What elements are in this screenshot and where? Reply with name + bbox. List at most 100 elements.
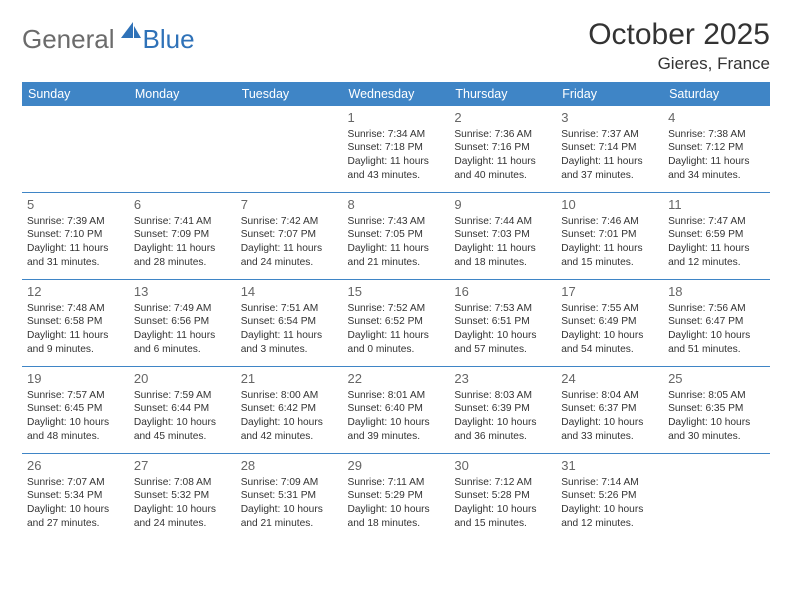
day-info: Sunrise: 7:34 AMSunset: 7:18 PMDaylight:… (348, 128, 445, 183)
calendar-day: 24Sunrise: 8:04 AMSunset: 6:37 PMDayligh… (556, 367, 663, 454)
day-number: 22 (348, 370, 445, 388)
calendar-day: 19Sunrise: 7:57 AMSunset: 6:45 PMDayligh… (22, 367, 129, 454)
day-number: 30 (454, 457, 551, 475)
day-info: Sunrise: 7:56 AMSunset: 6:47 PMDaylight:… (668, 302, 765, 357)
day-info: Sunrise: 7:43 AMSunset: 7:05 PMDaylight:… (348, 215, 445, 270)
day-number: 8 (348, 196, 445, 214)
day-number: 13 (134, 283, 231, 301)
calendar-week: 5Sunrise: 7:39 AMSunset: 7:10 PMDaylight… (22, 193, 770, 280)
calendar-day: 23Sunrise: 8:03 AMSunset: 6:39 PMDayligh… (449, 367, 556, 454)
day-header: Saturday (663, 82, 770, 106)
day-number: 26 (27, 457, 124, 475)
calendar-day: 13Sunrise: 7:49 AMSunset: 6:56 PMDayligh… (129, 280, 236, 367)
day-info: Sunrise: 7:12 AMSunset: 5:28 PMDaylight:… (454, 476, 551, 531)
day-header: Wednesday (343, 82, 450, 106)
month-title: October 2025 (588, 18, 770, 52)
day-info: Sunrise: 7:48 AMSunset: 6:58 PMDaylight:… (27, 302, 124, 357)
calendar-day: 30Sunrise: 7:12 AMSunset: 5:28 PMDayligh… (449, 454, 556, 541)
calendar-day (129, 106, 236, 193)
day-number: 6 (134, 196, 231, 214)
day-number: 3 (561, 109, 658, 127)
day-info: Sunrise: 7:46 AMSunset: 7:01 PMDaylight:… (561, 215, 658, 270)
day-number: 10 (561, 196, 658, 214)
calendar-day: 8Sunrise: 7:43 AMSunset: 7:05 PMDaylight… (343, 193, 450, 280)
calendar-day (663, 454, 770, 541)
day-number: 7 (241, 196, 338, 214)
day-info: Sunrise: 7:53 AMSunset: 6:51 PMDaylight:… (454, 302, 551, 357)
calendar-week: 12Sunrise: 7:48 AMSunset: 6:58 PMDayligh… (22, 280, 770, 367)
calendar-day: 9Sunrise: 7:44 AMSunset: 7:03 PMDaylight… (449, 193, 556, 280)
day-info: Sunrise: 7:59 AMSunset: 6:44 PMDaylight:… (134, 389, 231, 444)
day-number: 25 (668, 370, 765, 388)
calendar-day: 6Sunrise: 7:41 AMSunset: 7:09 PMDaylight… (129, 193, 236, 280)
calendar-day (22, 106, 129, 193)
logo-sail-icon (119, 20, 143, 45)
calendar-day: 10Sunrise: 7:46 AMSunset: 7:01 PMDayligh… (556, 193, 663, 280)
day-number: 14 (241, 283, 338, 301)
day-number: 5 (27, 196, 124, 214)
calendar-day: 3Sunrise: 7:37 AMSunset: 7:14 PMDaylight… (556, 106, 663, 193)
calendar-table: SundayMondayTuesdayWednesdayThursdayFrid… (22, 82, 770, 540)
day-number: 29 (348, 457, 445, 475)
calendar-day: 31Sunrise: 7:14 AMSunset: 5:26 PMDayligh… (556, 454, 663, 541)
day-header: Friday (556, 82, 663, 106)
day-info: Sunrise: 8:00 AMSunset: 6:42 PMDaylight:… (241, 389, 338, 444)
day-number: 16 (454, 283, 551, 301)
day-info: Sunrise: 7:41 AMSunset: 7:09 PMDaylight:… (134, 215, 231, 270)
day-info: Sunrise: 7:49 AMSunset: 6:56 PMDaylight:… (134, 302, 231, 357)
calendar-day: 14Sunrise: 7:51 AMSunset: 6:54 PMDayligh… (236, 280, 343, 367)
day-number: 9 (454, 196, 551, 214)
day-info: Sunrise: 7:14 AMSunset: 5:26 PMDaylight:… (561, 476, 658, 531)
calendar-day: 1Sunrise: 7:34 AMSunset: 7:18 PMDaylight… (343, 106, 450, 193)
calendar-day: 27Sunrise: 7:08 AMSunset: 5:32 PMDayligh… (129, 454, 236, 541)
day-info: Sunrise: 7:36 AMSunset: 7:16 PMDaylight:… (454, 128, 551, 183)
day-header: Sunday (22, 82, 129, 106)
day-number: 1 (348, 109, 445, 127)
header: General Blue October 2025 Gieres, France (22, 18, 770, 74)
day-info: Sunrise: 8:04 AMSunset: 6:37 PMDaylight:… (561, 389, 658, 444)
calendar-week: 19Sunrise: 7:57 AMSunset: 6:45 PMDayligh… (22, 367, 770, 454)
calendar-day: 17Sunrise: 7:55 AMSunset: 6:49 PMDayligh… (556, 280, 663, 367)
calendar-day: 21Sunrise: 8:00 AMSunset: 6:42 PMDayligh… (236, 367, 343, 454)
day-number: 11 (668, 196, 765, 214)
calendar-day: 7Sunrise: 7:42 AMSunset: 7:07 PMDaylight… (236, 193, 343, 280)
day-info: Sunrise: 8:01 AMSunset: 6:40 PMDaylight:… (348, 389, 445, 444)
day-info: Sunrise: 7:39 AMSunset: 7:10 PMDaylight:… (27, 215, 124, 270)
calendar-day: 12Sunrise: 7:48 AMSunset: 6:58 PMDayligh… (22, 280, 129, 367)
day-number: 4 (668, 109, 765, 127)
calendar-day: 18Sunrise: 7:56 AMSunset: 6:47 PMDayligh… (663, 280, 770, 367)
calendar-week: 26Sunrise: 7:07 AMSunset: 5:34 PMDayligh… (22, 454, 770, 541)
calendar-day: 25Sunrise: 8:05 AMSunset: 6:35 PMDayligh… (663, 367, 770, 454)
day-info: Sunrise: 7:08 AMSunset: 5:32 PMDaylight:… (134, 476, 231, 531)
location: Gieres, France (588, 54, 770, 74)
day-number: 2 (454, 109, 551, 127)
day-info: Sunrise: 7:07 AMSunset: 5:34 PMDaylight:… (27, 476, 124, 531)
calendar-day: 26Sunrise: 7:07 AMSunset: 5:34 PMDayligh… (22, 454, 129, 541)
day-info: Sunrise: 8:03 AMSunset: 6:39 PMDaylight:… (454, 389, 551, 444)
logo-text-blue: Blue (143, 24, 195, 55)
calendar-day: 2Sunrise: 7:36 AMSunset: 7:16 PMDaylight… (449, 106, 556, 193)
day-info: Sunrise: 7:09 AMSunset: 5:31 PMDaylight:… (241, 476, 338, 531)
day-number: 21 (241, 370, 338, 388)
day-number: 28 (241, 457, 338, 475)
day-number: 20 (134, 370, 231, 388)
calendar-day: 5Sunrise: 7:39 AMSunset: 7:10 PMDaylight… (22, 193, 129, 280)
day-header: Thursday (449, 82, 556, 106)
day-info: Sunrise: 7:52 AMSunset: 6:52 PMDaylight:… (348, 302, 445, 357)
day-header: Tuesday (236, 82, 343, 106)
day-info: Sunrise: 7:37 AMSunset: 7:14 PMDaylight:… (561, 128, 658, 183)
day-number: 31 (561, 457, 658, 475)
day-header-row: SundayMondayTuesdayWednesdayThursdayFrid… (22, 82, 770, 106)
calendar-day: 20Sunrise: 7:59 AMSunset: 6:44 PMDayligh… (129, 367, 236, 454)
day-number: 12 (27, 283, 124, 301)
calendar-day: 22Sunrise: 8:01 AMSunset: 6:40 PMDayligh… (343, 367, 450, 454)
day-info: Sunrise: 7:42 AMSunset: 7:07 PMDaylight:… (241, 215, 338, 270)
calendar-day: 4Sunrise: 7:38 AMSunset: 7:12 PMDaylight… (663, 106, 770, 193)
day-number: 19 (27, 370, 124, 388)
day-info: Sunrise: 7:51 AMSunset: 6:54 PMDaylight:… (241, 302, 338, 357)
day-header: Monday (129, 82, 236, 106)
day-info: Sunrise: 7:11 AMSunset: 5:29 PMDaylight:… (348, 476, 445, 531)
day-number: 18 (668, 283, 765, 301)
day-number: 17 (561, 283, 658, 301)
calendar-day: 11Sunrise: 7:47 AMSunset: 6:59 PMDayligh… (663, 193, 770, 280)
